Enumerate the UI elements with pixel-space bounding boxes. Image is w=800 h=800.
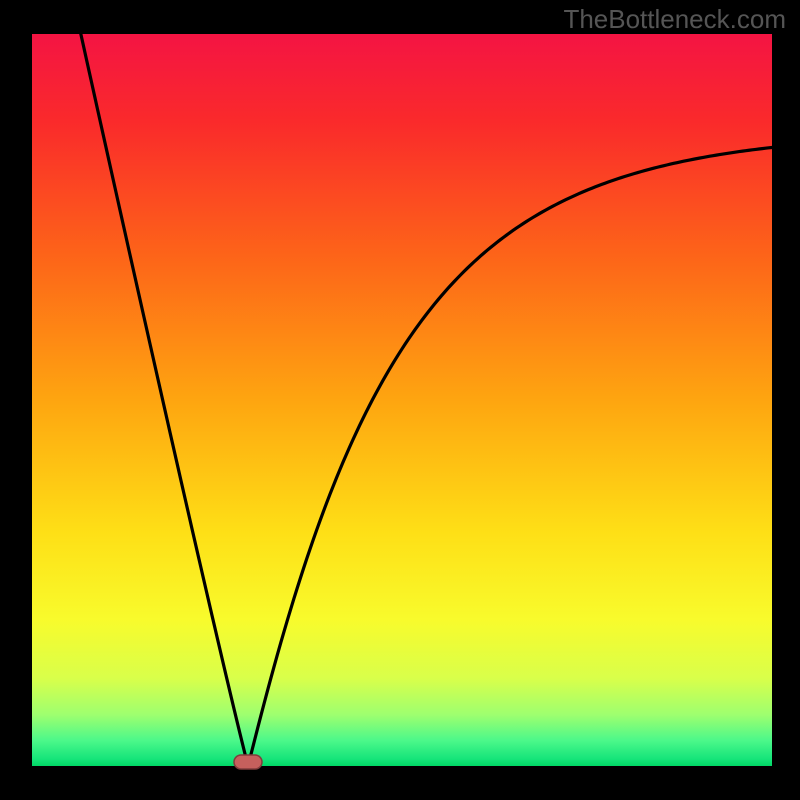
watermark-text: TheBottleneck.com <box>563 4 786 35</box>
bottleneck-curve <box>32 34 772 766</box>
plot-area <box>32 34 772 766</box>
minimum-marker <box>232 753 264 771</box>
chart-container: TheBottleneck.com <box>0 0 800 800</box>
